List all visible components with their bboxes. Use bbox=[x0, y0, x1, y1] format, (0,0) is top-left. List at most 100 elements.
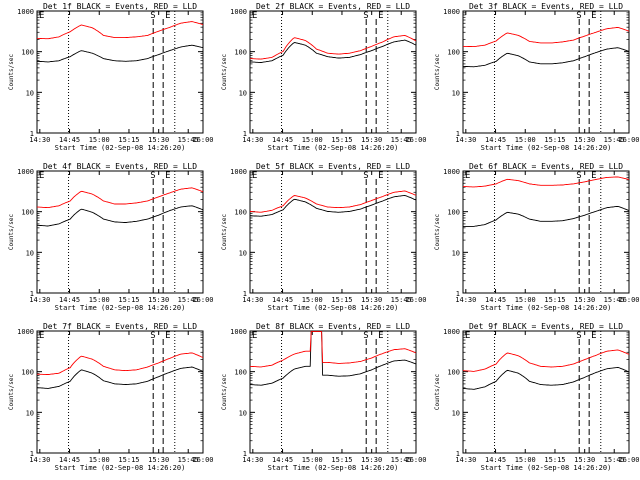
y-tick-label: 1000 bbox=[443, 8, 460, 16]
y-axis-label: Counts/sec bbox=[221, 214, 228, 251]
y-tick-label: 100 bbox=[234, 369, 247, 377]
panel-2: Det 2f BLACK = Events, RED = LLD 1 10 100 10… bbox=[221, 2, 427, 152]
y-tick-label: 100 bbox=[21, 209, 34, 217]
series-events-line bbox=[462, 366, 630, 390]
event-marker-label: E bbox=[591, 171, 596, 181]
x-tick-label: 14:30 bbox=[29, 136, 50, 144]
x-tick-label: 15:45 bbox=[178, 136, 199, 144]
plot-frame bbox=[249, 330, 417, 454]
y-tick-label: 100 bbox=[21, 369, 34, 377]
event-marker-label: S bbox=[576, 171, 581, 181]
series-lld-line bbox=[37, 21, 204, 40]
x-tick-label: 15:30 bbox=[148, 136, 169, 144]
x-tick-label: 14:45 bbox=[485, 296, 506, 304]
event-marker-label: S bbox=[150, 171, 155, 181]
x-tick-label: 15:45 bbox=[604, 296, 625, 304]
x-tick-label: 16:00 bbox=[618, 456, 639, 464]
x-tick-label: 16:00 bbox=[192, 296, 213, 304]
event-marker-label: E bbox=[591, 331, 596, 341]
y-tick-label: 1 bbox=[456, 130, 460, 138]
y-tick-label: 10 bbox=[26, 89, 34, 97]
x-axis-label: Start Time (02-Sep-08 14:26:20) bbox=[55, 144, 186, 152]
x-tick-label: 14:45 bbox=[272, 456, 293, 464]
y-tick-label: 1 bbox=[456, 450, 460, 458]
x-tick-label: 15:30 bbox=[574, 456, 595, 464]
x-tick-label: 15:45 bbox=[178, 296, 199, 304]
x-tick-label: 15:15 bbox=[118, 136, 139, 144]
event-marker-label: E bbox=[39, 331, 44, 341]
x-tick-label: 16:00 bbox=[192, 456, 213, 464]
x-tick-label: 14:45 bbox=[59, 136, 80, 144]
x-tick-label: 15:15 bbox=[544, 136, 565, 144]
x-axis-label: Start Time (02-Sep-08 14:26:20) bbox=[481, 464, 612, 472]
y-tick-label: 1 bbox=[456, 290, 460, 298]
x-tick-label: 15:15 bbox=[544, 456, 565, 464]
y-tick-label: 100 bbox=[234, 49, 247, 57]
plot-frame bbox=[249, 10, 417, 134]
x-tick-label: 16:00 bbox=[618, 296, 639, 304]
event-marker-label: E bbox=[378, 171, 383, 181]
x-tick-label: 16:00 bbox=[405, 136, 426, 144]
x-tick-label: 15:15 bbox=[331, 136, 352, 144]
panel-7: Det 7f BLACK = Events, RED = LLD 1 10 100 10… bbox=[8, 322, 214, 472]
plot-frame bbox=[462, 330, 630, 454]
x-tick-label: 14:45 bbox=[272, 136, 293, 144]
y-axis-label: Counts/sec bbox=[434, 374, 441, 411]
x-tick-label: 15:15 bbox=[118, 456, 139, 464]
chart-title: Det 3f BLACK = Events, RED = LLD bbox=[469, 2, 623, 11]
y-tick-label: 1000 bbox=[230, 8, 247, 16]
event-marker-label: E bbox=[252, 171, 257, 181]
y-tick-label: 10 bbox=[239, 89, 247, 97]
event-marker-label: E bbox=[39, 11, 44, 21]
event-marker-label: S bbox=[363, 11, 368, 21]
event-marker-label: E bbox=[165, 171, 170, 181]
x-axis-label: Start Time (02-Sep-08 14:26:20) bbox=[55, 304, 186, 312]
y-tick-label: 1 bbox=[30, 130, 34, 138]
y-tick-label: 1000 bbox=[17, 168, 34, 176]
x-tick-label: 15:30 bbox=[361, 296, 382, 304]
event-marker-label: S bbox=[576, 331, 581, 341]
x-axis-label: Start Time (02-Sep-08 14:26:20) bbox=[55, 464, 186, 472]
y-tick-label: 10 bbox=[26, 409, 34, 417]
x-tick-label: 15:15 bbox=[331, 296, 352, 304]
x-tick-label: 15:30 bbox=[361, 456, 382, 464]
y-tick-label: 10 bbox=[239, 409, 247, 417]
x-tick-label: 14:45 bbox=[59, 296, 80, 304]
x-axis-label: Start Time (02-Sep-08 14:26:20) bbox=[481, 304, 612, 312]
y-tick-label: 1000 bbox=[17, 328, 34, 336]
panel-1: Det 1f BLACK = Events, RED = LLD 1 10 100 10… bbox=[8, 2, 214, 152]
series-lld-line bbox=[462, 26, 630, 48]
event-marker-label: E bbox=[465, 171, 470, 181]
series-events-line bbox=[463, 47, 630, 68]
x-tick-label: 15:30 bbox=[148, 456, 169, 464]
event-marker-label: E bbox=[39, 171, 44, 181]
x-tick-label: 15:00 bbox=[302, 296, 323, 304]
x-tick-label: 15:15 bbox=[118, 296, 139, 304]
y-tick-label: 1000 bbox=[443, 328, 460, 336]
x-tick-label: 16:00 bbox=[192, 136, 213, 144]
series-lld-line bbox=[249, 331, 417, 368]
y-tick-label: 1 bbox=[243, 290, 247, 298]
plot-frame bbox=[462, 10, 630, 134]
event-marker-label: E bbox=[165, 11, 170, 21]
panel-8: Det 8f BLACK = Events, RED = LLD 1 10 100 10… bbox=[221, 322, 427, 472]
x-tick-label: 15:00 bbox=[302, 136, 323, 144]
x-tick-label: 15:00 bbox=[515, 456, 536, 464]
y-axis-label: Counts/sec bbox=[221, 374, 228, 411]
y-tick-label: 100 bbox=[21, 49, 34, 57]
x-tick-label: 14:45 bbox=[485, 136, 506, 144]
series-events-line bbox=[249, 331, 417, 386]
chart-title: Det 5f BLACK = Events, RED = LLD bbox=[256, 162, 410, 171]
plot-frame bbox=[36, 330, 204, 454]
event-marker-label: S bbox=[150, 11, 155, 21]
chart-title: Det 8f BLACK = Events, RED = LLD bbox=[256, 322, 410, 331]
x-tick-label: 15:30 bbox=[574, 296, 595, 304]
y-tick-label: 1000 bbox=[230, 328, 247, 336]
series-lld-line bbox=[37, 352, 204, 375]
series-events-line bbox=[37, 205, 204, 227]
x-tick-label: 15:45 bbox=[391, 296, 412, 304]
series-events-line bbox=[36, 44, 204, 63]
event-marker-label: S bbox=[576, 11, 581, 21]
chart-title: Det 7f BLACK = Events, RED = LLD bbox=[43, 322, 197, 331]
chart-title: Det 6f BLACK = Events, RED = LLD bbox=[469, 162, 623, 171]
